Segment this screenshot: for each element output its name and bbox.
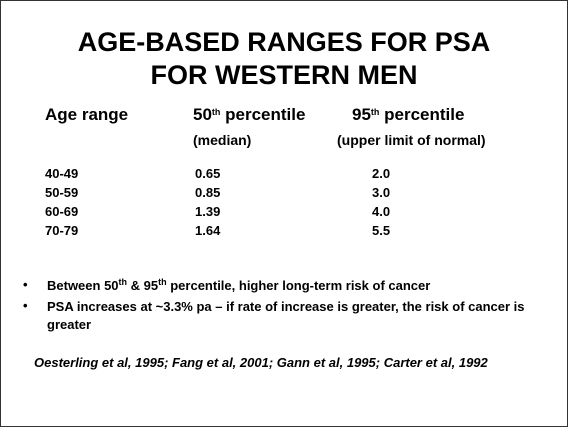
bullet-marker: • [23, 277, 28, 292]
bullet-marker: • [23, 298, 28, 313]
column-subheader: (median) [193, 132, 252, 148]
table-cell: 60-69 [45, 204, 79, 219]
superscript: th [211, 107, 221, 117]
bullet-text: PSA increases at ~3.3% pa – if rate of i… [47, 298, 537, 334]
text-run: percentile [220, 105, 306, 124]
table-cell: 50-59 [45, 185, 79, 200]
table-cell: 4.0 [372, 204, 391, 219]
table-cell: 5.5 [372, 223, 391, 238]
superscript: th [118, 277, 128, 287]
table-cell: 0.65 [195, 166, 221, 181]
column-header: Age range [45, 105, 128, 125]
superscript: th [158, 277, 167, 287]
text-run: 95 [352, 105, 371, 124]
text-run: PSA increases at ~3.3% pa – if rate of i… [47, 299, 525, 332]
text-run: Age range [45, 105, 129, 124]
text-run: Between 50 [47, 278, 119, 293]
table-cell: 1.39 [195, 204, 221, 219]
title: AGE-BASED RANGES FOR PSA [77, 27, 491, 57]
text-run: 50 [193, 105, 212, 124]
table-cell: 40-49 [45, 166, 79, 181]
column-header: 95th percentile [352, 105, 464, 125]
table-cell: 3.0 [372, 185, 391, 200]
column-subheader: (upper limit of normal) [337, 132, 486, 148]
superscript: th [370, 107, 380, 117]
bullet-text: Between 50th & 95th percentile, higher l… [47, 277, 537, 295]
title: FOR WESTERN MEN [150, 60, 418, 90]
table-cell: 0.85 [195, 185, 221, 200]
table-cell: 70-79 [45, 223, 79, 238]
text-run: percentile, higher long-term risk of can… [166, 278, 431, 293]
citation: Oesterling et al, 1995; Fang et al, 2001… [34, 355, 488, 370]
column-header: 50th percentile [193, 105, 305, 125]
text-run: percentile [379, 105, 465, 124]
table-cell: 2.0 [372, 166, 391, 181]
table-cell: 1.64 [195, 223, 221, 238]
text-run: & 95 [127, 278, 159, 293]
